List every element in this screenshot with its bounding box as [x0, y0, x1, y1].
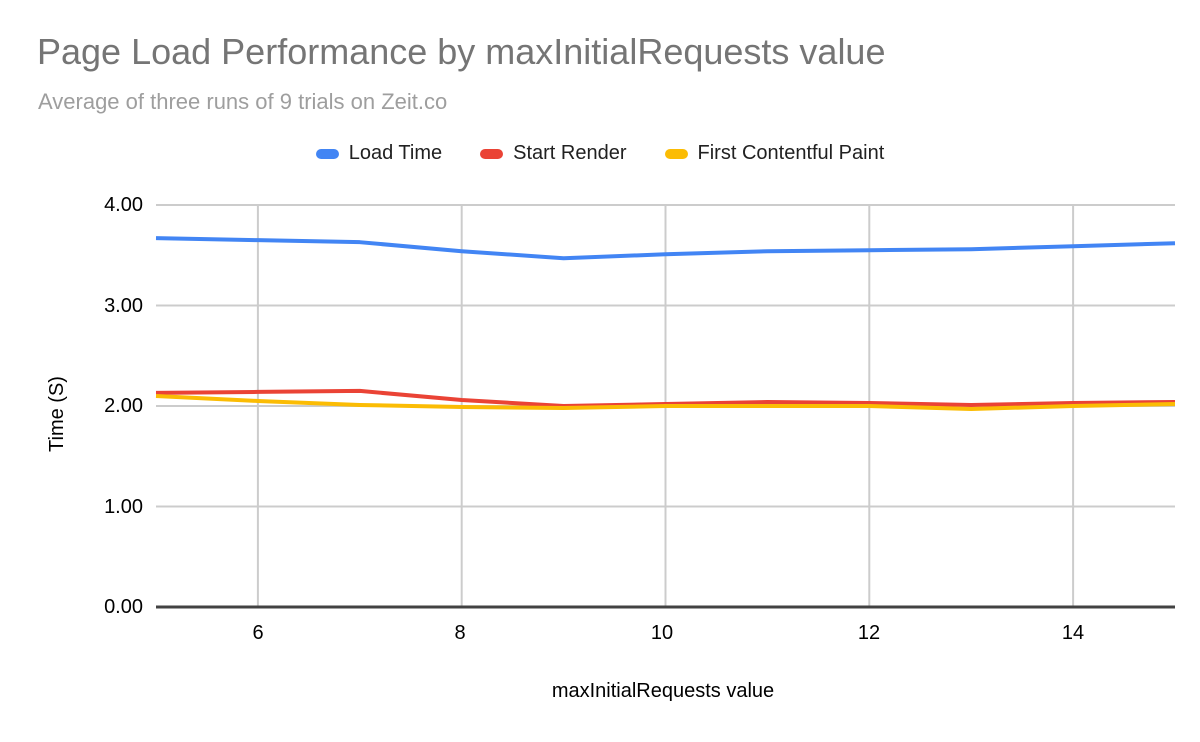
- y-axis-title: Time (S): [46, 376, 68, 452]
- x-axis-title: maxInitialRequests value: [551, 680, 775, 702]
- y-tick-label: 2.00: [104, 395, 143, 417]
- chart-title: Page Load Performance by maxInitialReque…: [37, 31, 886, 72]
- x-tick-label: 12: [857, 622, 881, 644]
- y-tick-label: 1.00: [104, 496, 143, 518]
- legend-item-start-render: Start Render: [480, 142, 627, 165]
- legend-swatch-start-render: [480, 148, 504, 159]
- legend-label-load-time: Load Time: [348, 142, 443, 164]
- legend-label-first-contentful-paint: First Contentful Paint: [697, 142, 885, 164]
- legend-swatch-first-contentful-paint: [664, 148, 688, 159]
- y-tick-label: 0.00: [104, 596, 143, 618]
- y-tick-label: 3.00: [104, 295, 143, 317]
- x-tick-label: 14: [1061, 622, 1085, 644]
- chart-legend: Load Time Start Render First Contentful …: [0, 142, 1200, 165]
- series-line-start-render: [155, 388, 1176, 408]
- x-tick-label: 10: [650, 622, 674, 644]
- chart-subtitle: Average of three runs of 9 trials on Zei…: [38, 89, 448, 114]
- legend-item-first-contentful-paint: First Contentful Paint: [664, 142, 885, 165]
- legend-swatch-load-time: [315, 148, 339, 159]
- series-line-load-time: [155, 236, 1176, 261]
- legend-label-start-render: Start Render: [513, 142, 627, 164]
- series-line-first-contentful-paint: [155, 393, 1176, 412]
- x-tick-label: 6: [252, 622, 264, 644]
- legend-item-load-time: Load Time: [315, 142, 443, 165]
- y-tick-label: 4.00: [104, 194, 143, 216]
- x-tick-label: 8: [454, 622, 466, 644]
